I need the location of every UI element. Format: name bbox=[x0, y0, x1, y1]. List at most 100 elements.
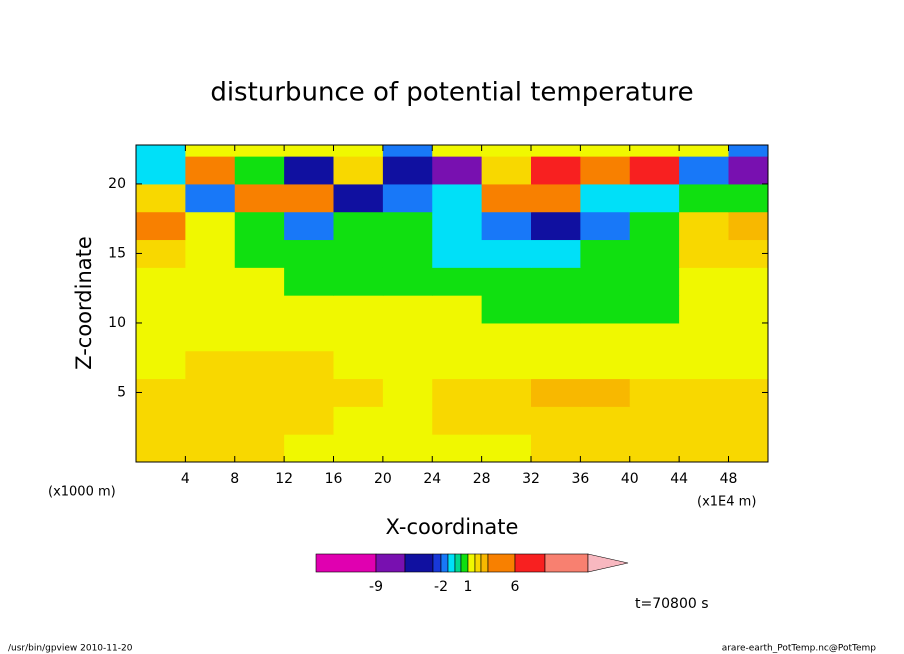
contour-cell bbox=[185, 239, 236, 268]
contour-cell bbox=[679, 322, 729, 352]
contour-cell bbox=[185, 295, 236, 324]
contour-cell bbox=[432, 434, 483, 463]
y-tick-label: 15 bbox=[108, 245, 126, 261]
contour-cell bbox=[136, 350, 186, 380]
contour-cell bbox=[284, 350, 334, 380]
contour-cell bbox=[580, 145, 631, 157]
contour-cell bbox=[580, 239, 631, 268]
contour-cell bbox=[136, 295, 186, 324]
contour-cell bbox=[531, 295, 581, 324]
colorbar-segment bbox=[432, 553, 442, 573]
x-tick-label: 20 bbox=[374, 471, 392, 487]
contour-cell bbox=[432, 267, 483, 296]
contour-cell bbox=[728, 267, 769, 296]
contour-cell bbox=[432, 239, 483, 268]
contour-cell bbox=[629, 322, 680, 352]
contour-cell bbox=[382, 239, 433, 268]
contour-cell bbox=[185, 322, 236, 352]
contour-cell bbox=[629, 156, 680, 185]
contour-cell bbox=[284, 295, 334, 324]
contour-cell bbox=[629, 183, 680, 213]
contour-cell bbox=[481, 350, 532, 380]
contour-cell bbox=[728, 211, 769, 241]
contour-cell bbox=[481, 378, 532, 407]
contour-cell bbox=[284, 434, 334, 463]
x-tick-label: 48 bbox=[720, 471, 738, 487]
contour-cell bbox=[531, 156, 581, 185]
y-tick-label: 10 bbox=[108, 315, 126, 331]
colorbar-segment bbox=[404, 553, 434, 573]
colorbar-segment bbox=[514, 553, 546, 573]
contour-cell bbox=[432, 145, 483, 157]
contour-cell bbox=[531, 434, 581, 463]
contour-cell bbox=[333, 211, 384, 241]
contour-cell bbox=[185, 267, 236, 296]
contour-cell bbox=[679, 434, 729, 463]
contour-cell bbox=[629, 239, 680, 268]
contour-cell bbox=[136, 156, 186, 185]
contour-cell bbox=[234, 267, 285, 296]
contour-cell bbox=[432, 183, 483, 213]
contour-cell bbox=[382, 267, 433, 296]
contour-cell bbox=[679, 295, 729, 324]
contour-cell bbox=[382, 350, 433, 380]
contour-cell bbox=[432, 406, 483, 435]
contour-cell bbox=[284, 156, 334, 185]
contour-cell bbox=[531, 350, 581, 380]
plot-frame bbox=[135, 144, 769, 463]
contour-cell bbox=[382, 322, 433, 352]
contour-cell bbox=[333, 183, 384, 213]
contour-cell bbox=[234, 145, 285, 157]
colorbar-segment bbox=[440, 553, 449, 573]
time-label: t=70800 s bbox=[635, 596, 709, 612]
contour-cell bbox=[481, 322, 532, 352]
contour-cell bbox=[679, 406, 729, 435]
contour-cell bbox=[234, 350, 285, 380]
colorbar-segment bbox=[315, 553, 377, 573]
y-tick-label: 20 bbox=[108, 176, 126, 192]
contour-cell bbox=[136, 406, 186, 435]
contour-cell bbox=[284, 211, 334, 241]
contour-cell bbox=[136, 183, 186, 213]
contour-cell bbox=[234, 183, 285, 213]
colorbar-extension bbox=[587, 553, 629, 573]
contour-cell bbox=[531, 145, 581, 157]
contour-cell bbox=[580, 156, 631, 185]
x-tick-label: 12 bbox=[275, 471, 293, 487]
contour-cell bbox=[531, 406, 581, 435]
x-tick-label: 8 bbox=[230, 471, 239, 487]
contour-cell bbox=[185, 378, 236, 407]
contour-cell bbox=[481, 434, 532, 463]
contour-cell bbox=[531, 267, 581, 296]
contour-cell bbox=[629, 145, 680, 157]
contour-cell bbox=[136, 145, 186, 157]
contour-cell bbox=[728, 406, 769, 435]
contour-cell bbox=[382, 156, 433, 185]
contour-cell bbox=[629, 350, 680, 380]
contour-cell bbox=[185, 406, 236, 435]
colorbar-segment bbox=[487, 553, 516, 573]
contour-cell bbox=[432, 295, 483, 324]
contour-cell bbox=[382, 183, 433, 213]
contour-cell bbox=[728, 183, 769, 213]
contour-cell bbox=[333, 322, 384, 352]
y-axis-label: Z-coordinate bbox=[72, 236, 96, 370]
y-tick-label: 5 bbox=[117, 384, 126, 400]
contour-cell bbox=[382, 434, 433, 463]
x-tick-label: 28 bbox=[473, 471, 491, 487]
colorbar-tick-label: 6 bbox=[511, 579, 520, 595]
x-tick-label: 32 bbox=[522, 471, 540, 487]
contour-cell bbox=[234, 406, 285, 435]
colorbar-tick-label: -2 bbox=[434, 579, 448, 595]
contour-cell bbox=[629, 434, 680, 463]
contour-cell bbox=[284, 267, 334, 296]
contour-cell bbox=[629, 211, 680, 241]
contour-cell bbox=[136, 211, 186, 241]
contour-cell bbox=[481, 267, 532, 296]
x-tick-label: 40 bbox=[621, 471, 639, 487]
colorbar-segment bbox=[375, 553, 406, 573]
contour-cell bbox=[629, 378, 680, 407]
contour-cell bbox=[580, 378, 631, 407]
contour-cell bbox=[481, 211, 532, 241]
contour-cell bbox=[333, 378, 384, 407]
